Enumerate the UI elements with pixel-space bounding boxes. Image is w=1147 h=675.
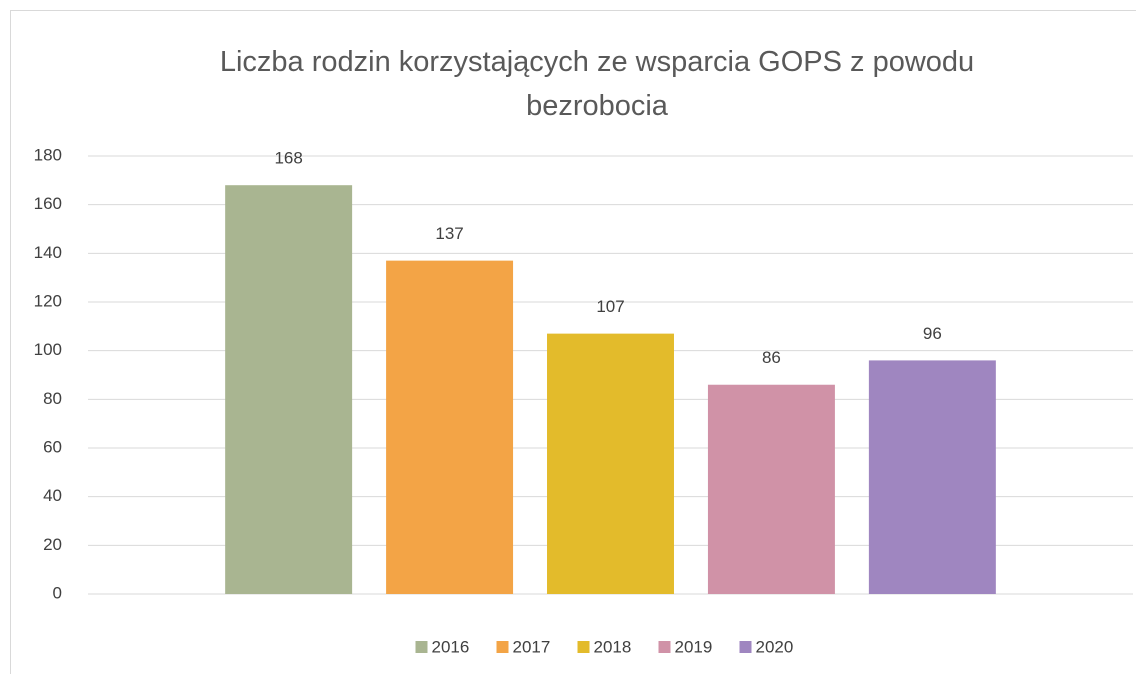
chart-frame [10,10,1136,674]
legend-swatch [739,641,752,653]
y-tick-label: 60 [43,437,62,456]
data-label: 107 [596,297,624,316]
bar [707,384,835,594]
legend-label: 2016 [432,637,470,656]
y-tick-label: 40 [43,486,62,505]
bar [225,185,353,594]
data-label: 86 [762,348,781,367]
data-label: 96 [923,324,942,343]
bar [386,260,514,594]
y-tick-label: 80 [43,389,62,408]
data-label: 168 [274,149,302,168]
legend-swatch [577,641,590,653]
legend-label: 2019 [675,637,713,656]
bar [868,360,996,594]
legend-swatch [658,641,671,653]
data-label: 137 [435,224,463,243]
y-tick-label: 100 [34,340,62,359]
y-tick-label: 20 [43,535,62,554]
legend-label: 2018 [594,637,632,656]
y-tick-label: 160 [34,194,62,213]
y-tick-label: 0 [53,583,62,602]
legend-label: 2017 [513,637,551,656]
y-tick-label: 140 [34,243,62,262]
y-tick-label: 120 [34,291,62,310]
legend-label: 2020 [756,637,794,656]
bar [547,333,674,594]
legend-swatch [496,641,509,653]
y-tick-label: 180 [34,145,62,164]
chart-title: Liczba rodzin korzystających ze wsparcia… [219,46,975,122]
legend-swatch [415,641,428,653]
